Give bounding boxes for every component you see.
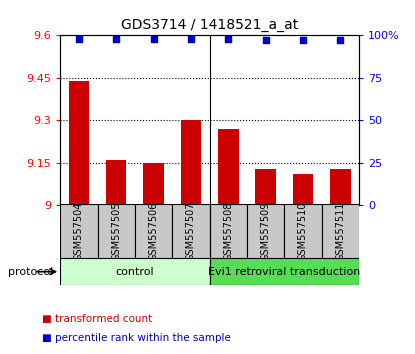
Bar bbox=[143, 163, 164, 205]
Point bbox=[262, 38, 269, 43]
Text: GSM557509: GSM557509 bbox=[261, 201, 271, 261]
Bar bbox=[68, 81, 89, 205]
Text: protocol: protocol bbox=[8, 267, 54, 277]
Text: GSM557504: GSM557504 bbox=[74, 201, 84, 261]
Bar bbox=[322, 204, 359, 258]
Bar bbox=[284, 204, 322, 258]
Title: GDS3714 / 1418521_a_at: GDS3714 / 1418521_a_at bbox=[121, 18, 298, 32]
Text: Evi1 retroviral transduction: Evi1 retroviral transduction bbox=[208, 267, 361, 277]
Bar bbox=[172, 204, 210, 258]
Text: GSM557508: GSM557508 bbox=[223, 201, 233, 261]
Text: GSM557510: GSM557510 bbox=[298, 201, 308, 261]
Text: GSM557511: GSM557511 bbox=[335, 201, 345, 261]
Text: GSM557505: GSM557505 bbox=[111, 201, 121, 261]
Bar bbox=[181, 120, 201, 205]
Text: ■ transformed count: ■ transformed count bbox=[42, 314, 152, 324]
Bar bbox=[210, 258, 359, 285]
Point bbox=[337, 38, 344, 43]
Point bbox=[150, 36, 157, 42]
Bar bbox=[98, 204, 135, 258]
Bar bbox=[210, 204, 247, 258]
Bar bbox=[106, 160, 127, 205]
Bar bbox=[60, 204, 98, 258]
Text: ■ percentile rank within the sample: ■ percentile rank within the sample bbox=[42, 333, 230, 343]
Bar bbox=[330, 169, 351, 205]
Point bbox=[76, 36, 82, 42]
Text: GSM557507: GSM557507 bbox=[186, 201, 196, 261]
Point bbox=[300, 38, 306, 43]
Bar bbox=[218, 129, 239, 205]
Text: GSM557506: GSM557506 bbox=[149, 201, 159, 261]
Bar bbox=[293, 174, 313, 205]
Point bbox=[113, 36, 120, 42]
Point bbox=[188, 36, 194, 42]
Point bbox=[225, 36, 232, 42]
Bar bbox=[60, 258, 210, 285]
Bar bbox=[255, 169, 276, 205]
Bar bbox=[135, 204, 172, 258]
Bar bbox=[247, 204, 284, 258]
Text: control: control bbox=[115, 267, 154, 277]
